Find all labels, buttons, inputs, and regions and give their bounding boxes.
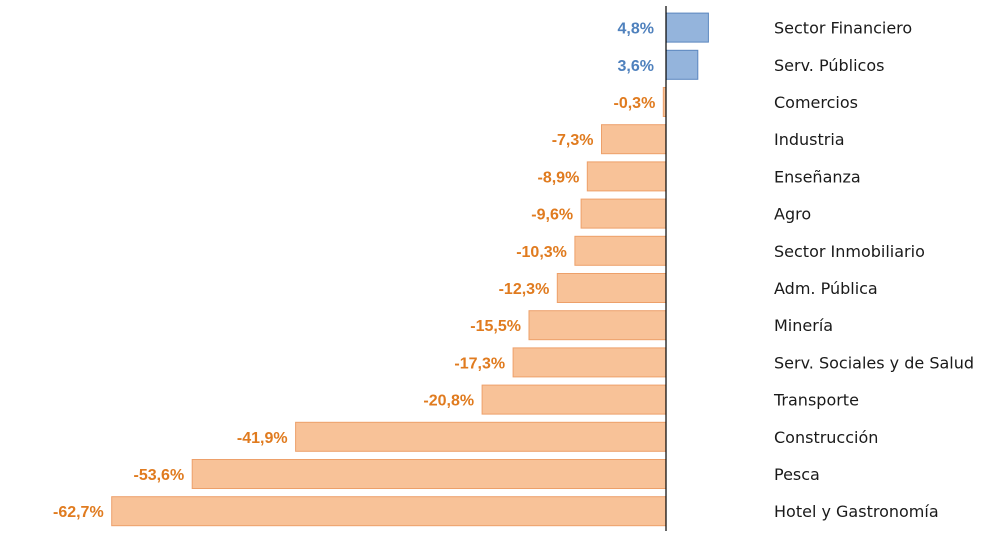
value-label-pesca: -53,6% (133, 467, 184, 484)
value-label-hotel-y-gastronomia: -62,7% (53, 504, 104, 521)
value-label-serv-sociales-y-de-salud: -17,3% (454, 355, 505, 372)
value-label-sector-inmobiliario: -10,3% (516, 244, 567, 261)
value-label-sector-financiero: 4,8% (618, 21, 654, 38)
category-label-serv-publicos: Serv. Públicos (774, 56, 884, 75)
bar-serv-sociales-y-de-salud (512, 347, 667, 378)
bar-serv-publicos (665, 49, 699, 80)
category-labels-group: Sector Financiero Serv. Públicos Comercios… (773, 19, 974, 522)
bar-adm-publica (556, 273, 667, 303)
value-label-agro: -9,6% (531, 207, 573, 224)
bar-hotel-y-gastronomia (111, 496, 667, 527)
category-label-adm-publica: Adm. Pública (774, 279, 878, 298)
category-label-hotel-y-gastronomia: Hotel y Gastronomía (774, 502, 939, 521)
value-label-adm-publica: -12,3% (499, 281, 550, 298)
bar-transporte (481, 384, 667, 415)
category-label-sector-financiero: Sector Financiero (774, 19, 912, 38)
bar-agro (580, 198, 667, 229)
bar-mineria (528, 310, 667, 341)
value-label-construccion: -41,9% (237, 430, 288, 447)
value-labels-group: 4,8% 3,6% -0,3% -7,3% -8,9% -9,6% -10,3% -12,3%… (53, 21, 655, 522)
category-label-agro: Agro (774, 205, 811, 224)
bars-group (111, 12, 709, 527)
category-label-industria: Industria (774, 130, 845, 149)
category-label-sector-inmobiliario: Sector Inmobiliario (774, 242, 925, 261)
value-label-comercios: -0,3% (614, 95, 656, 112)
category-label-construccion: Construcción (774, 428, 878, 447)
value-label-industria: -7,3% (552, 132, 594, 149)
value-label-mineria: -15,5% (470, 318, 521, 335)
bar-sector-inmobiliario (574, 235, 667, 266)
value-label-serv-publicos: 3,6% (618, 58, 654, 75)
category-label-pesca: Pesca (774, 465, 820, 484)
bar-industria (601, 124, 667, 155)
value-label-ensenanza: -8,9% (538, 169, 580, 186)
category-label-comercios: Comercios (774, 93, 858, 112)
bar-ensenanza (586, 161, 667, 192)
value-label-transporte: -20,8% (423, 393, 474, 410)
bar-construccion (295, 421, 667, 452)
category-label-ensenanza: Enseñanza (774, 167, 861, 186)
category-label-serv-sociales-y-de-salud: Serv. Sociales y de Salud (774, 353, 974, 372)
category-label-mineria: Minería (774, 316, 833, 335)
bar-sector-financiero (665, 12, 709, 43)
category-label-transporte: Transporte (773, 391, 859, 410)
bar-pesca (191, 459, 667, 489)
